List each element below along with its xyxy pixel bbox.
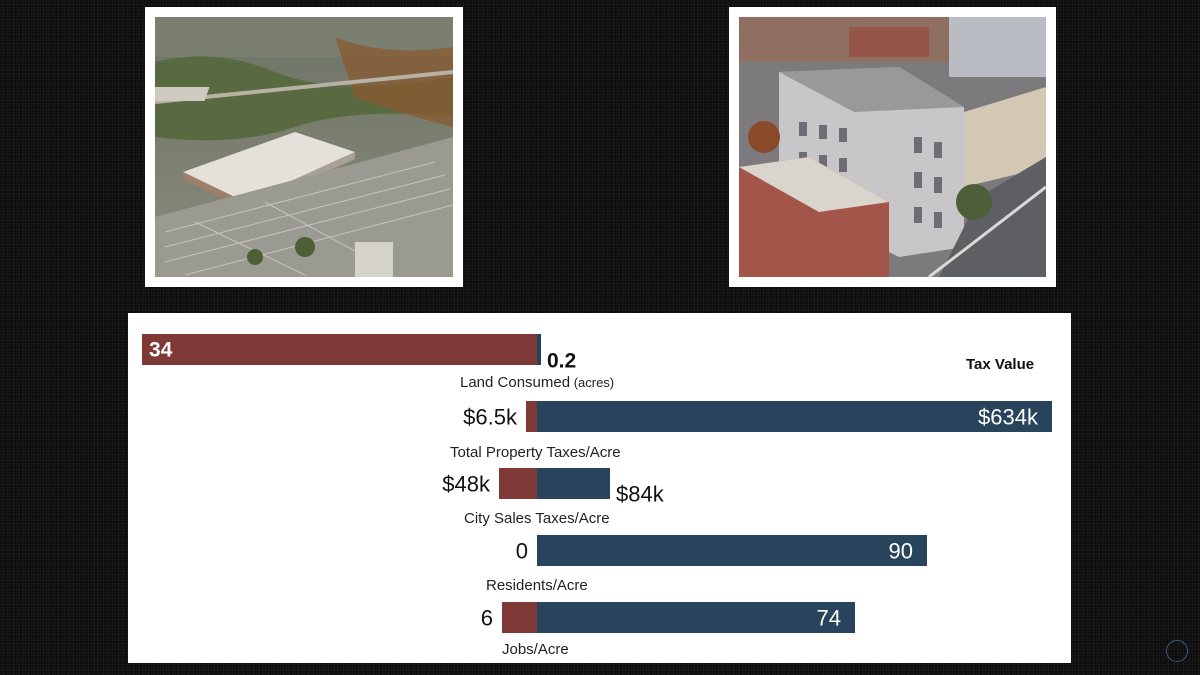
value-label-suburban-3: 0 xyxy=(516,539,528,564)
bar-suburban-2 xyxy=(499,468,537,499)
bar-downtown-2 xyxy=(537,468,610,499)
downtown-mixed-use-building-aerial-photo xyxy=(729,7,1056,287)
metric-label-main: Land Consumed xyxy=(460,374,570,391)
value-label-suburban-4: 6 xyxy=(481,606,493,631)
metric-label-3: Residents/Acre xyxy=(486,577,588,594)
metric-label-0: Land Consumed (acres) xyxy=(460,374,614,391)
value-label-suburban-1: $6.5k xyxy=(463,405,518,430)
value-label-suburban-2: $48k xyxy=(442,472,491,497)
value-label-downtown-3: 90 xyxy=(889,539,913,564)
bar-downtown-0 xyxy=(537,334,541,365)
value-label-downtown-1: $634k xyxy=(978,405,1039,430)
bar-suburban-0 xyxy=(142,334,537,365)
metric-label-4: Jobs/Acre xyxy=(502,641,569,658)
metric-label-unit: (acres) xyxy=(570,375,614,390)
suburban-big-box-store-aerial-photo xyxy=(145,7,463,287)
metric-label-1: Total Property Taxes/Acre xyxy=(450,444,621,461)
value-label-downtown-4: 74 xyxy=(817,606,841,631)
bar-downtown-1 xyxy=(537,401,1052,432)
value-label-suburban-0: 34 xyxy=(149,339,173,362)
comparison-chart-panel: Tax Value 34 0.2 Land Consumed (acres) $6.5k… xyxy=(128,313,1071,663)
channel-logo-icon xyxy=(1166,640,1188,662)
bar-downtown-3 xyxy=(537,535,927,566)
legend-title: Tax Value xyxy=(966,356,1034,373)
value-label-downtown-2: $84k xyxy=(616,482,665,507)
value-label-downtown-0: 0.2 xyxy=(547,350,576,373)
metric-label-2: City Sales Taxes/Acre xyxy=(464,510,610,527)
bar-suburban-1 xyxy=(526,401,537,432)
bar-suburban-4 xyxy=(502,602,537,633)
bar-downtown-4 xyxy=(537,602,855,633)
